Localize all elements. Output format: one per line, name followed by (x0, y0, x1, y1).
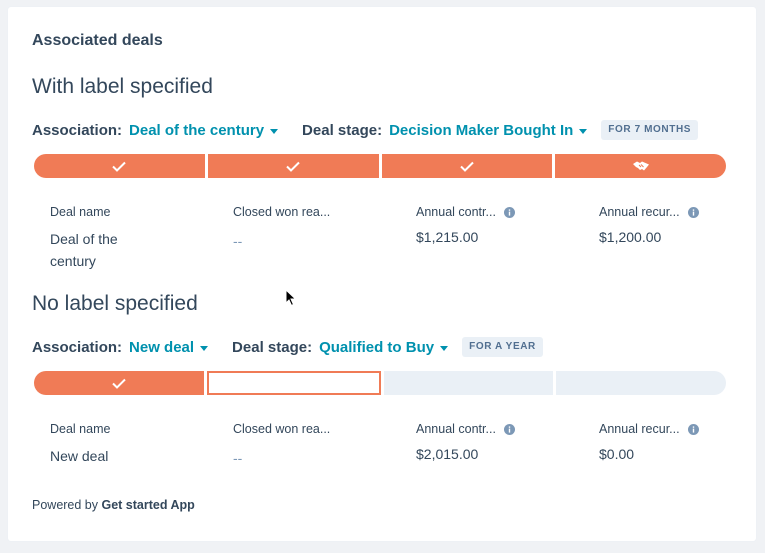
deal-name-value[interactable]: New deal (50, 448, 109, 464)
pipeline-stage-3[interactable] (383, 371, 554, 395)
section-title: With label specified (32, 75, 213, 98)
pipeline-stage-1[interactable] (34, 371, 204, 395)
caret-down-icon (270, 128, 279, 134)
caret-down-icon (440, 345, 449, 351)
closed-won-reason-column: Closed won rea... -- (233, 204, 330, 252)
pipeline-stage-2[interactable] (206, 371, 381, 395)
deal-stage-label: Deal stage: (302, 121, 383, 139)
column-header: Deal name (50, 422, 111, 436)
column-header: Annual recur... (599, 422, 680, 436)
column-header-row: Annual recur... (599, 421, 699, 437)
closed-won-reason-value: -- (233, 450, 243, 466)
pipeline-stage-3[interactable] (381, 154, 553, 178)
column-header: Annual contr... (416, 205, 496, 219)
annual-contract-value: $2,015.00 (416, 446, 479, 462)
associated-deals-card: Associated deals With label specified As… (8, 7, 756, 541)
deal-stage-dropdown[interactable]: Qualified to Buy (319, 338, 449, 356)
deal-stage-pipeline (34, 154, 726, 178)
column-header-row: Annual contr... (416, 421, 515, 437)
stage-duration-badge: FOR 7 MONTHS (601, 120, 699, 140)
column-header-row: Annual recur... (599, 204, 699, 220)
info-icon[interactable] (503, 206, 515, 218)
deal-stage-pipeline (34, 371, 726, 395)
deal-meta-row: Association: New deal Deal stage: Qualif… (32, 337, 543, 357)
check-icon (286, 161, 300, 172)
association-value: Deal of the century (129, 121, 265, 139)
pipeline-stage-4[interactable] (556, 371, 726, 395)
annual-contract-column: Annual contr... $2,015.00 (416, 421, 515, 465)
annual-contract-value: $1,215.00 (416, 229, 479, 245)
association-label: Association: (32, 338, 123, 356)
pipeline-stage-1[interactable] (34, 154, 205, 178)
column-header-row: Annual contr... (416, 204, 515, 220)
pipeline-stage-4[interactable] (555, 154, 726, 178)
annual-recurring-column: Annual recur... $1,200.00 (599, 204, 699, 248)
deal-stage-dropdown[interactable]: Decision Maker Bought In (389, 121, 588, 139)
info-icon[interactable] (687, 423, 699, 435)
stage-duration-badge: FOR A YEAR (462, 337, 543, 357)
column-header: Annual recur... (599, 205, 680, 219)
card-title: Associated deals (32, 32, 163, 49)
powered-by-prefix: Powered by (32, 498, 99, 512)
annual-recurring-value: $1,200.00 (599, 229, 662, 245)
check-icon (112, 161, 127, 172)
section-title: No label specified (32, 292, 198, 315)
deal-name-value[interactable]: Deal of the century (50, 231, 118, 269)
column-header: Deal name (50, 205, 111, 219)
association-value: New deal (129, 338, 195, 356)
column-header: Closed won rea... (233, 422, 331, 436)
info-icon[interactable] (687, 206, 699, 218)
column-header: Closed won rea... (233, 205, 331, 219)
column-header: Annual contr... (416, 422, 496, 436)
caret-down-icon (200, 345, 209, 351)
deal-stage-value: Decision Maker Bought In (389, 121, 574, 139)
annual-recurring-value: $0.00 (599, 446, 635, 462)
deal-stage-label: Deal stage: (232, 338, 313, 356)
association-label: Association: (32, 121, 123, 139)
handshake-icon (632, 161, 649, 171)
powered-by-footer: Powered by Get started App (32, 498, 195, 512)
closed-won-reason-value: -- (233, 233, 243, 249)
pipeline-stage-2[interactable] (207, 154, 379, 178)
association-dropdown[interactable]: New deal (129, 338, 209, 356)
association-dropdown[interactable]: Deal of the century (129, 121, 279, 139)
info-icon[interactable] (503, 423, 515, 435)
mouse-pointer-icon (285, 289, 297, 307)
deal-name-column: Deal name Deal of the century (50, 204, 160, 272)
check-icon (460, 161, 474, 172)
annual-recurring-column: Annual recur... $0.00 (599, 421, 699, 465)
annual-contract-column: Annual contr... $1,215.00 (416, 204, 515, 248)
check-icon (112, 378, 126, 389)
deal-name-column: Deal name New deal (50, 421, 160, 467)
closed-won-reason-column: Closed won rea... -- (233, 421, 330, 469)
deal-meta-row: Association: Deal of the century Deal st… (32, 120, 699, 140)
app-name-link[interactable]: Get started App (101, 498, 195, 512)
caret-down-icon (579, 128, 588, 134)
deal-stage-value: Qualified to Buy (319, 338, 435, 356)
